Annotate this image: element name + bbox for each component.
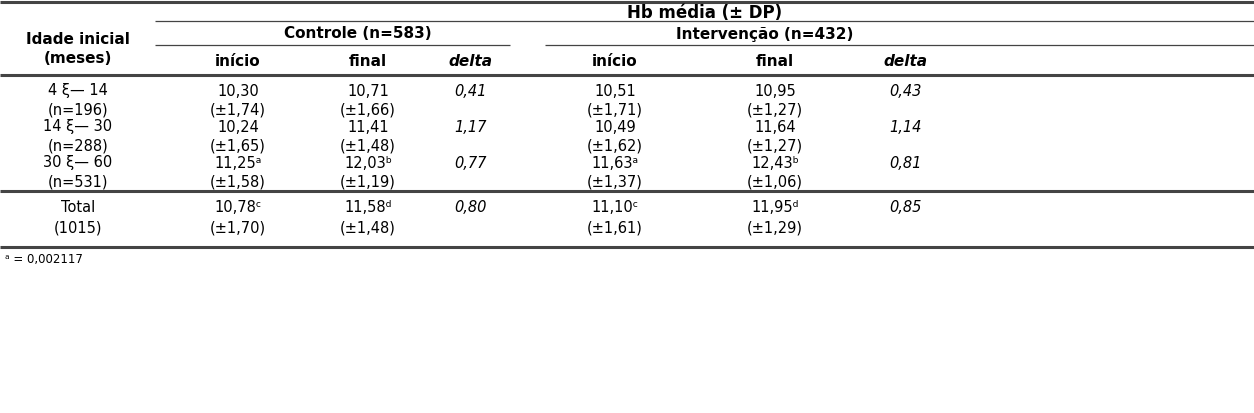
Text: (±1,06): (±1,06) — [747, 174, 803, 189]
Text: 12,43ᵇ: 12,43ᵇ — [751, 155, 799, 170]
Text: (1015): (1015) — [54, 220, 103, 235]
Text: 11,64: 11,64 — [754, 119, 796, 134]
Text: 10,78ᶜ: 10,78ᶜ — [214, 200, 262, 215]
Text: delta: delta — [448, 53, 492, 68]
Text: 11,58ᵈ: 11,58ᵈ — [345, 200, 391, 215]
Text: final: final — [349, 53, 387, 68]
Text: Hb média (± DP): Hb média (± DP) — [627, 4, 782, 22]
Text: (±1,19): (±1,19) — [340, 174, 396, 189]
Text: 1,17: 1,17 — [454, 119, 487, 134]
Text: (n=531): (n=531) — [48, 174, 108, 189]
Text: 0,81: 0,81 — [889, 155, 922, 170]
Text: Total: Total — [61, 200, 95, 215]
Text: (±1,29): (±1,29) — [747, 220, 803, 235]
Text: delta: delta — [883, 53, 927, 68]
Text: 11,41: 11,41 — [347, 119, 389, 134]
Text: 0,85: 0,85 — [889, 200, 922, 215]
Text: final: final — [756, 53, 794, 68]
Text: 14 ξ— 30: 14 ξ— 30 — [44, 119, 113, 134]
Text: 10,51: 10,51 — [594, 83, 636, 98]
Text: 4 ξ— 14: 4 ξ— 14 — [48, 83, 108, 98]
Text: (±1,37): (±1,37) — [587, 174, 643, 189]
Text: 30 ξ— 60: 30 ξ— 60 — [44, 155, 113, 170]
Text: 0,43: 0,43 — [889, 83, 922, 98]
Text: 10,24: 10,24 — [217, 119, 258, 134]
Text: 0,80: 0,80 — [454, 200, 487, 215]
Text: (±1,58): (±1,58) — [211, 174, 266, 189]
Text: 10,30: 10,30 — [217, 83, 258, 98]
Text: início: início — [216, 53, 261, 68]
Text: (n=196): (n=196) — [48, 102, 108, 117]
Text: (±1,62): (±1,62) — [587, 138, 643, 153]
Text: (±1,71): (±1,71) — [587, 102, 643, 117]
Text: 11,95ᵈ: 11,95ᵈ — [751, 200, 799, 215]
Text: Intervenção (n=432): Intervenção (n=432) — [676, 26, 854, 41]
Text: Idade inicial
(meses): Idade inicial (meses) — [26, 32, 130, 66]
Text: (±1,27): (±1,27) — [747, 102, 803, 117]
Text: (±1,70): (±1,70) — [209, 220, 266, 235]
Text: Controle (n=583): Controle (n=583) — [285, 26, 431, 41]
Text: (±1,48): (±1,48) — [340, 220, 396, 235]
Text: (n=288): (n=288) — [48, 138, 108, 153]
Text: (±1,74): (±1,74) — [209, 102, 266, 117]
Text: 0,77: 0,77 — [454, 155, 487, 170]
Text: 11,25ᵃ: 11,25ᵃ — [214, 155, 262, 170]
Text: (±1,66): (±1,66) — [340, 102, 396, 117]
Text: 1,14: 1,14 — [889, 119, 922, 134]
Text: 10,71: 10,71 — [347, 83, 389, 98]
Text: (±1,61): (±1,61) — [587, 220, 643, 235]
Text: ᵃ = 0,002117: ᵃ = 0,002117 — [5, 253, 83, 266]
Text: 0,41: 0,41 — [454, 83, 487, 98]
Text: (±1,27): (±1,27) — [747, 138, 803, 153]
Text: 10,49: 10,49 — [594, 119, 636, 134]
Text: 11,63ᵃ: 11,63ᵃ — [592, 155, 638, 170]
Text: (±1,48): (±1,48) — [340, 138, 396, 153]
Text: início: início — [592, 53, 638, 68]
Text: 10,95: 10,95 — [754, 83, 796, 98]
Text: 11,10ᶜ: 11,10ᶜ — [592, 200, 638, 215]
Text: (±1,65): (±1,65) — [211, 138, 266, 153]
Text: 12,03ᵇ: 12,03ᵇ — [344, 155, 393, 170]
